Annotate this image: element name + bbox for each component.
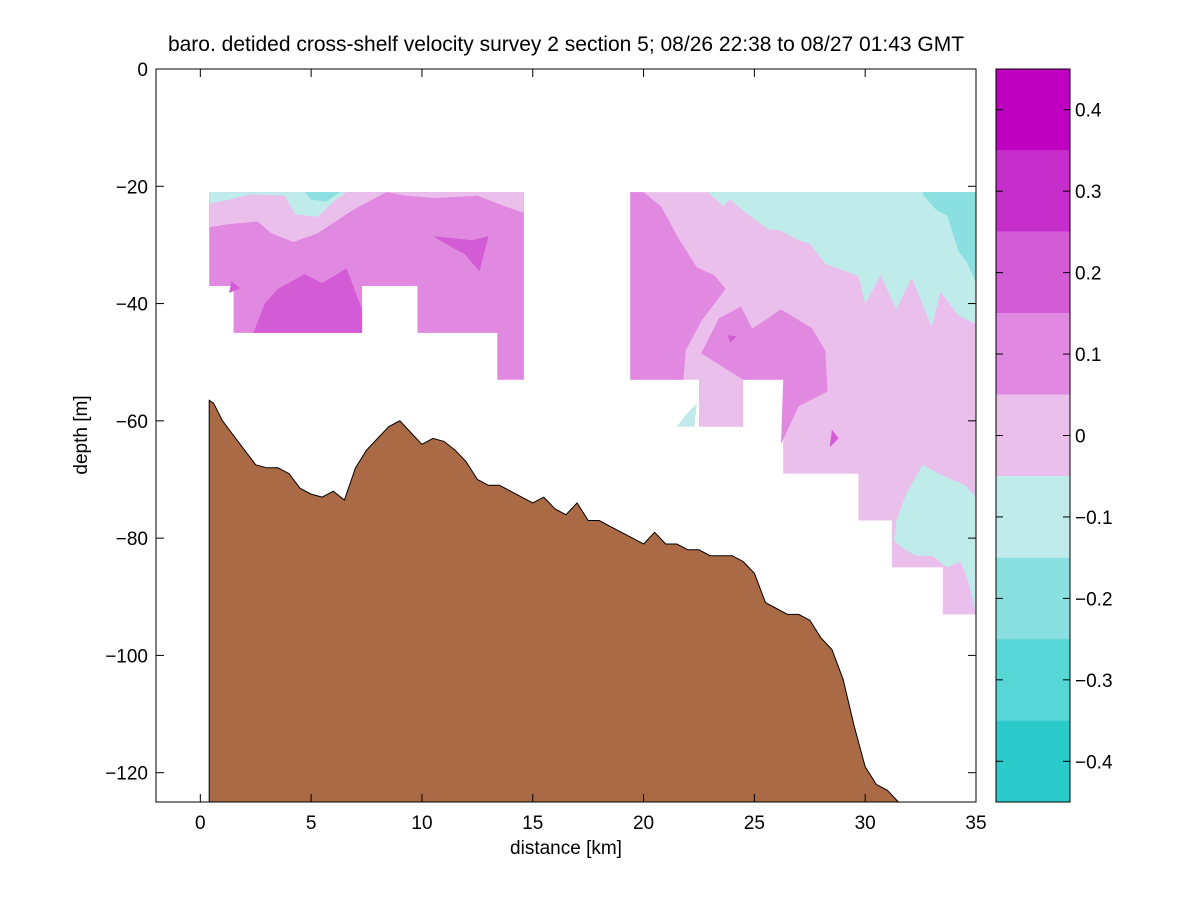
velocity-region [229, 281, 241, 293]
colorbar-tick-label: 0.1 [1075, 345, 1101, 366]
colorbar-swatch [996, 313, 1070, 395]
velocity-region [829, 429, 839, 448]
seafloor-bathymetry [208, 399, 900, 802]
x-tick-label: 5 [306, 813, 317, 834]
y-tick-label: −60 [116, 412, 148, 433]
colorbar-swatch [996, 720, 1070, 802]
x-tick-label: 20 [633, 813, 654, 834]
x-axis: 0 5 10 15 20 25 30 35 [195, 69, 987, 834]
y-tick-label: −100 [105, 646, 148, 667]
colorbar-swatch [996, 69, 1070, 151]
x-tick-label: 15 [522, 813, 543, 834]
y-tick-label: −80 [116, 529, 148, 550]
y-tick-label: −20 [116, 177, 148, 198]
colorbar-tick-label: −0.4 [1075, 752, 1113, 773]
chart-title: baro. detided cross-shelf velocity surve… [168, 33, 964, 56]
colorbar-swatch [996, 557, 1070, 640]
velocity-region [630, 192, 726, 380]
velocity-region [433, 236, 489, 272]
colorbar-tick-label: 0.4 [1075, 101, 1102, 122]
x-tick-label: 0 [195, 813, 206, 834]
colorbar-swatch [996, 639, 1070, 721]
plot-area [155, 68, 977, 803]
y-axis: 0 −20 −40 −60 −80 −100 −120 [105, 60, 976, 785]
velocity-region [701, 306, 828, 445]
y-tick-label: 0 [137, 60, 148, 81]
velocity-region [304, 192, 340, 202]
x-tick-label: 25 [744, 813, 765, 834]
x-axis-label: distance [km] [510, 838, 622, 859]
plot-contents [208, 192, 976, 802]
velocity-region [209, 192, 524, 242]
velocity-region [922, 192, 976, 283]
colorbar-tick-label: −0.3 [1075, 671, 1113, 692]
velocity-region [676, 403, 697, 427]
colorbar-tick-label: −0.1 [1075, 508, 1113, 529]
velocity-region [894, 464, 976, 615]
x-tick-label: 35 [965, 813, 986, 834]
colorbar-swatch [996, 394, 1070, 477]
colorbar-tick-label: 0 [1075, 427, 1086, 448]
colorbar-swatch [996, 476, 1070, 558]
y-tick-label: −40 [116, 295, 148, 316]
x-tick-label: 10 [411, 813, 432, 834]
velocity-region [727, 335, 737, 343]
y-axis-label: depth [m] [71, 395, 92, 474]
colorbar-swatch [996, 150, 1070, 232]
colorbar-tick-label: 0.3 [1075, 182, 1101, 203]
colorbar-tick-label: −0.2 [1075, 589, 1113, 610]
plot-frame [155, 68, 977, 803]
colorbar: 0.4 0.3 0.2 0.1 0 −0.1 −0.2 −0.3 −0.4 [995, 68, 1113, 803]
velocity-region [253, 268, 363, 333]
x-tick-label: 30 [855, 813, 876, 834]
velocity-region [707, 192, 976, 327]
colorbar-tick-label: 0.2 [1075, 264, 1101, 285]
y-tick-label: −120 [105, 764, 148, 785]
colorbar-swatch [996, 231, 1070, 314]
